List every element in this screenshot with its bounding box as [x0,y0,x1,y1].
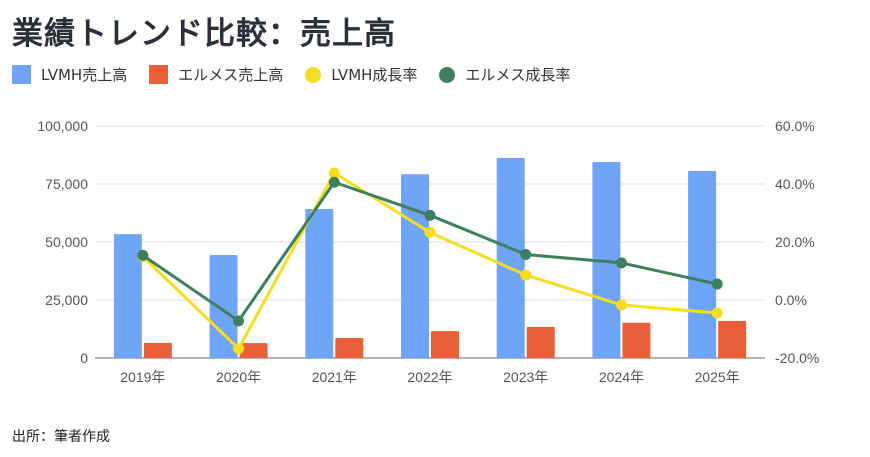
bar-lvmh-sales [209,254,238,358]
bar-hermes-sales [718,320,747,358]
legend-label: エルメス売上高 [178,66,284,84]
bar-hermes-sales [239,343,268,358]
legend-label: LVMH売上高 [41,66,128,84]
point-lvmh-growth [233,343,245,355]
point-hermes-growth [137,249,149,261]
point-hermes-growth [520,248,532,260]
y-left-tick-label: 100,000 [37,118,88,134]
x-tick-label: 2020年 [216,369,261,385]
point-hermes-growth [711,278,723,290]
point-lvmh-growth [615,299,627,311]
legend-label: エルメス成長率 [465,66,571,84]
point-lvmh-growth [520,269,532,281]
y-left-tick-label: 50,000 [45,234,88,250]
legend-swatch [149,65,169,84]
bar-hermes-sales [431,331,459,358]
bar-lvmh-sales [592,161,621,358]
y-right-tick-label: 40.0% [775,176,815,192]
bar-hermes-sales [335,338,364,358]
bar-hermes-sales [622,322,651,358]
y-left-tick-label: 0 [80,350,88,366]
y-right-tick-label: 60.0% [775,118,815,134]
point-lvmh-growth [328,167,340,179]
x-tick-label: 2023年 [503,369,548,385]
legend-swatch [12,65,31,84]
source-note: 出所：筆者作成 [12,429,110,445]
legend-item-lvmh-sales: LVMH売上高 [12,64,127,85]
point-hermes-growth [424,209,436,221]
legend-item-hermes-sales: エルメス売上高 [149,64,283,85]
x-tick-label: 2025年 [695,369,740,385]
point-hermes-growth [328,176,340,188]
bar-lvmh-sales [688,171,717,358]
legend-item-lvmh-growth: LVMH成長率 [305,64,417,85]
x-tick-label: 2024年 [599,369,644,385]
legend-label: LVMH成長率 [331,66,418,84]
legend: LVMH売上高 エルメス売上高 LVMH成長率 エルメス成長率 [12,64,592,85]
x-tick-label: 2022年 [407,369,452,385]
point-lvmh-growth [424,226,436,238]
legend-item-hermes-growth: エルメス成長率 [439,64,570,85]
bar-hermes-sales [143,342,172,358]
chart-title: 業績トレンド比較：売上高 [12,16,396,52]
y-left-tick-label: 25,000 [45,292,88,308]
bar-hermes-sales [526,326,555,358]
legend-swatch [305,66,322,83]
point-hermes-growth [233,315,245,327]
y-right-tick-label: 20.0% [775,234,815,250]
legend-swatch [439,66,456,83]
y-right-tick-label: 0.0% [775,292,807,308]
bar-lvmh-sales [113,234,142,358]
x-tick-label: 2019年 [120,369,165,385]
bar-lvmh-sales [496,158,525,358]
bar-lvmh-sales [401,174,429,358]
bar-lvmh-sales [305,209,334,358]
y-left-tick-label: 75,000 [45,176,88,192]
point-hermes-growth [615,257,627,269]
y-right-tick-label: -20.0% [775,350,819,366]
point-lvmh-growth [711,307,723,319]
x-tick-label: 2021年 [312,369,357,385]
